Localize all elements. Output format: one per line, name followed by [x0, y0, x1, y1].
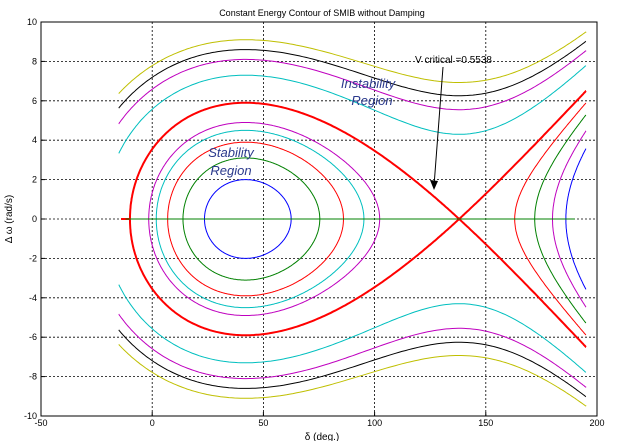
y-tick-label: 6 [32, 96, 37, 106]
y-tick-label: -6 [29, 332, 37, 342]
unbounded-contour [118, 313, 587, 388]
unbounded-contour [118, 329, 587, 398]
unbounded-contour [118, 284, 587, 373]
stability-region-label-line1: Stability [208, 145, 255, 160]
y-tick-label: -2 [29, 253, 37, 263]
separatrix-branch [458, 218, 587, 348]
critical-energy-label: V critical =0.5538 [415, 55, 492, 66]
grid-lines [41, 22, 597, 416]
y-tick-label: 0 [32, 214, 37, 224]
stability-region-label-line2: Region [210, 163, 251, 178]
critical-energy-arrow-head [430, 180, 438, 190]
axis-ticks: -50 0 50 100 150 200 -10 -8 -6 -4 -2 0 2 4 6 8 10 [24, 17, 605, 428]
contour-series [118, 31, 587, 407]
x-tick-label: -50 [34, 418, 47, 428]
chart-title: Constant Energy Contour of SMIB without … [219, 8, 425, 18]
y-tick-label: 2 [32, 175, 37, 185]
x-tick-label: 150 [478, 418, 493, 428]
y-axis-label: Δ ω (rad/s) [4, 195, 15, 243]
unbounded-contour [118, 50, 587, 125]
x-tick-label: 50 [258, 418, 268, 428]
y-tick-label: -8 [29, 372, 37, 382]
y-tick-label: 4 [32, 135, 37, 145]
unbounded-contour [118, 40, 587, 109]
x-tick-label: 200 [589, 418, 604, 428]
x-tick-label: 100 [367, 418, 382, 428]
x-tick-label: 0 [150, 418, 155, 428]
y-tick-label: 10 [27, 17, 37, 27]
unbounded-contour [118, 31, 587, 94]
y-tick-label: 8 [32, 56, 37, 66]
separatrix-branch [458, 90, 587, 220]
y-tick-label: -4 [29, 293, 37, 303]
y-tick-label: -10 [24, 411, 37, 421]
unbounded-contour [118, 65, 587, 154]
unbounded-contour [118, 344, 587, 407]
x-axis-label: δ (deg.) [305, 432, 339, 441]
instability-region-label-line2: Region [351, 93, 392, 108]
instability-region-label-line1: Instability [341, 76, 397, 91]
critical-energy-arrow-shaft [433, 66, 444, 187]
